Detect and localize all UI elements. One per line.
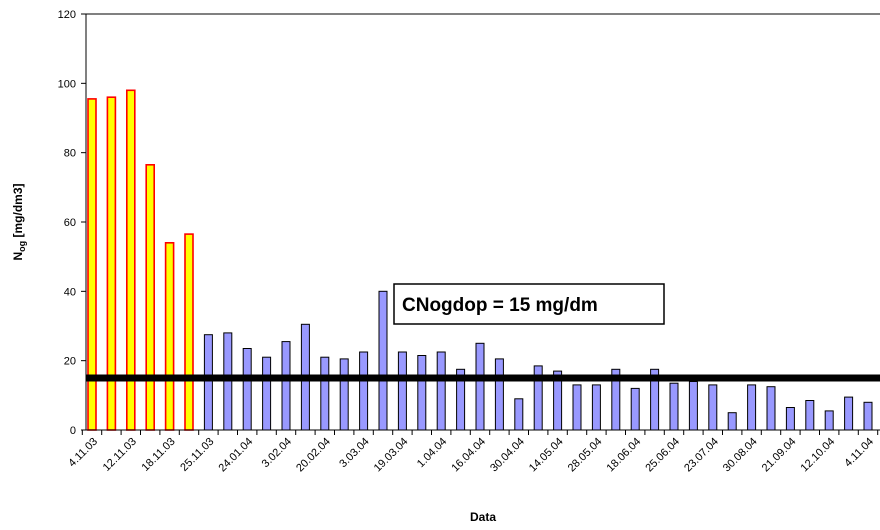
x-tick-label: 30.04.04 <box>488 436 527 475</box>
bar <box>320 356 330 431</box>
x-tick-label: 18.06.04 <box>605 436 644 475</box>
bar <box>417 355 427 431</box>
x-tick-label: 19.03.04 <box>372 436 411 475</box>
y-ticks-group: 0 20 40 60 80 100 120 <box>58 9 86 437</box>
x-tick-label: 4.11.03 <box>66 436 100 470</box>
x-tick-label: 20.02.04 <box>294 436 333 475</box>
bar <box>591 384 601 431</box>
x-axis-title: Data <box>470 510 496 524</box>
annotation-box: CNogdop = 15 mg/dm <box>393 283 665 325</box>
x-tick-label: 25.11.03 <box>178 436 216 474</box>
bar <box>281 341 291 431</box>
x-tick-label: 28.05.04 <box>566 436 605 475</box>
x-tick-label: 3.02.04 <box>260 436 294 470</box>
bar <box>262 356 272 431</box>
y-axis-title-unit: [mg/dm3] <box>11 183 25 240</box>
x-tick-label: 25.06.04 <box>643 436 682 475</box>
annotation-frame <box>393 283 665 325</box>
x-tick-label: 18.11.03 <box>140 436 178 474</box>
x-tick-label: 24.01.04 <box>217 436 256 475</box>
bar <box>475 342 485 431</box>
bar <box>339 358 349 431</box>
x-tick-label: 4.11.04 <box>842 436 876 470</box>
bar <box>203 334 213 431</box>
y-tick-label: 60 <box>64 217 76 229</box>
bar <box>727 412 737 431</box>
bar-highlight <box>145 164 155 431</box>
bar <box>766 386 776 431</box>
y-tick-label: 100 <box>58 78 76 90</box>
bar-highlight <box>164 242 175 431</box>
bar <box>785 407 795 431</box>
bar <box>863 401 873 431</box>
y-tick-label: 0 <box>70 425 76 437</box>
x-ticks-group: 4.11.03 12.11.03 18.11.03 25.11.03 24.01.04 3… <box>66 430 879 475</box>
annotation-text: CNogdop = 15 mg/dm <box>402 295 598 316</box>
bar <box>708 384 718 431</box>
x-tick-label: 21.09.04 <box>760 436 799 475</box>
y-axis-title-main: N <box>11 252 25 261</box>
bar <box>378 290 388 431</box>
x-tick-label: 16.04.04 <box>449 436 488 475</box>
x-tick-label: 12.11.03 <box>101 436 139 474</box>
y-tick-label: 80 <box>64 148 76 160</box>
bar <box>397 351 407 431</box>
bar <box>242 348 252 431</box>
bar <box>747 384 757 431</box>
y-axis-title-subscript: og <box>17 241 27 252</box>
bar <box>359 351 369 431</box>
y-tick-label: 40 <box>64 286 76 298</box>
bar <box>669 382 679 431</box>
x-tick-label: 12.10.04 <box>799 436 838 475</box>
bar <box>805 400 815 431</box>
x-tick-label: 23.07.04 <box>682 436 721 475</box>
bar <box>514 398 524 431</box>
x-tick-label: 14.05.04 <box>527 436 566 475</box>
bar <box>436 351 446 431</box>
bar <box>824 410 834 431</box>
bar <box>844 396 854 431</box>
bar <box>630 387 640 431</box>
x-tick-label: 3.03.04 <box>337 436 371 470</box>
bar <box>688 381 698 431</box>
bar <box>494 358 504 431</box>
y-tick-label: 20 <box>64 356 76 368</box>
x-tick-label: 1.04.04 <box>415 436 449 470</box>
x-tick-label: 30.08.04 <box>721 436 760 475</box>
bar <box>572 384 582 431</box>
y-tick-label: 120 <box>58 9 76 21</box>
bar-highlight <box>184 233 194 431</box>
y-axis-title: Nog [mg/dm3] <box>11 183 27 260</box>
